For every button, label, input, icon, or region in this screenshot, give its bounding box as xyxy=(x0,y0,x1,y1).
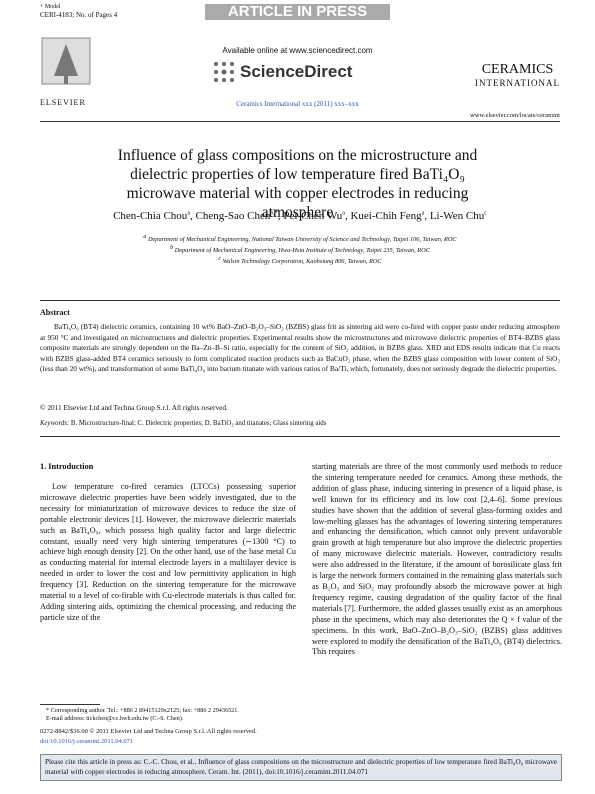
author-name: Cheng-Sao Chen xyxy=(195,210,271,222)
authors: Chen-Chia Choua Cheng-Sao Chenb,* Pei-Ch… xyxy=(40,210,560,222)
author-sup: c xyxy=(484,210,487,217)
rule xyxy=(40,436,560,437)
abstract: BaTi₄O₉ (BT4) dielectric ceramics, conta… xyxy=(40,322,560,373)
ref: CERI-4183; No. of Pages 4 xyxy=(40,11,118,19)
affil-text: Walsin Technology Corporation, Kaohsiung… xyxy=(222,258,382,266)
affiliations: a Department of Mechanical Engineering, … xyxy=(40,233,560,266)
affiliation: c Walsin Technology Corporation, Kaohsiu… xyxy=(40,255,560,266)
publisher: ELSEVIER xyxy=(40,98,86,107)
author-name: Chen-Chia Chou xyxy=(113,210,188,222)
footnote-1: * Corresponding author. Tel.: +886 2 894… xyxy=(46,707,239,714)
keywords: Keywords: B. Microstructure-final; C. Di… xyxy=(40,420,560,427)
rule xyxy=(40,121,560,122)
affil-sup: c xyxy=(218,256,222,263)
rule xyxy=(40,300,560,301)
issn-line: 0272-8842/$36.00 © 2011 Elsevier Ltd and… xyxy=(40,728,257,735)
author-name: Li-Wen Chu xyxy=(429,210,485,222)
author: Cheng-Sao Chenb,* xyxy=(195,210,280,222)
rule xyxy=(40,704,100,705)
author: Li-Wen Chuc xyxy=(430,210,487,222)
footnote: * Corresponding author. Tel.: +886 2 894… xyxy=(46,707,296,723)
journal-line: Ceramics International xxx (2011) xxx–xx… xyxy=(236,100,359,108)
affil-sup: a xyxy=(143,234,147,240)
journal-logo-2: INTERNATIONAL xyxy=(475,78,560,88)
sciencedirect: ScienceDirect xyxy=(240,62,353,81)
author-name: Pei-Chen Wu xyxy=(283,210,343,222)
elsevier-logo xyxy=(41,37,91,85)
left-paragraph: Low temperature co-fired ceramics (LTCCs… xyxy=(40,482,296,622)
sd-logo xyxy=(214,62,234,82)
footnote-2: E-mail address: tickchen@cc.hwh.edu.tw (… xyxy=(46,715,184,722)
author-sup: a xyxy=(187,210,190,217)
journal-logo-1: CERAMICS xyxy=(481,62,554,77)
affiliation: a Department of Mechanical Engineering, … xyxy=(40,233,560,244)
section-heading: 1. Introduction xyxy=(40,462,94,471)
title: Influence of glass compositions on the m… xyxy=(117,147,478,221)
cite-box: Please cite this article in press as: C.… xyxy=(40,754,562,781)
author-sup: a xyxy=(421,210,425,217)
available: Available online at www.sciencedirect.co… xyxy=(222,46,373,55)
author: Pei-Chen Wua xyxy=(283,210,347,222)
affil-sup: b xyxy=(170,245,174,252)
keywords-text: B. Microstructure-final; C. Dielectric p… xyxy=(70,420,327,427)
abstract-copyright: © 2011 Elsevier Ltd and Techna Group S.r… xyxy=(40,403,228,412)
doi: doi:10.1016/j.ceramint.2011.04.071 xyxy=(40,738,134,745)
author: Chen-Chia Choua xyxy=(113,210,193,222)
affiliation: b Department of Mechanical Engineering, … xyxy=(40,244,560,255)
affil-text: Department of Mechanical Engineering, Na… xyxy=(147,236,457,244)
right-paragraph: starting materials are three of the most… xyxy=(312,462,562,657)
banner: ARTICLE IN PRESS xyxy=(205,4,390,20)
model: + Model xyxy=(40,4,61,10)
keywords-label: Keywords: xyxy=(40,420,70,427)
author-sup: b,* xyxy=(270,210,278,217)
url: www.elsevier.com/locate/ceramint xyxy=(470,112,560,119)
abstract-heading: Abstract xyxy=(40,308,70,317)
affil-text: Department of Mechanical Engineering, Hw… xyxy=(174,247,430,255)
author-name: Kuei-Chih Feng xyxy=(350,210,422,222)
author: Kuei-Chih Fenga xyxy=(350,210,427,222)
author-sup: a xyxy=(342,210,345,217)
